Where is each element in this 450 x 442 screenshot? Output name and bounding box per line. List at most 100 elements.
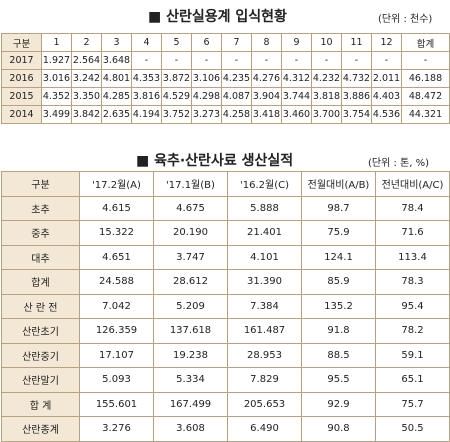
table-cell: 4.801 (101, 69, 132, 88)
column-header: 전년대비(A/C) (375, 171, 450, 197)
column-header: 12 (371, 33, 402, 52)
table-row: 2017 1.927 2.564 3.648- - - - - - - - - - (1, 51, 450, 70)
table-cell: 7.384 (227, 293, 302, 319)
column-header: 1 (41, 33, 72, 52)
table-cell: 5.334 (153, 367, 228, 393)
table-cell: 4.276 (251, 69, 282, 88)
table-cell: 3.754 (341, 105, 372, 124)
table-cell: 3.608 (153, 416, 228, 442)
table-cell: 78.4 (375, 195, 450, 221)
table-cell: - (341, 51, 372, 70)
table-row: 2015 4.352 3.350 4.285 3.816 4.529 4.298 4.087 3… (1, 87, 450, 106)
table-cell: 88.5 (301, 342, 376, 368)
table-cell: 126.359 (79, 318, 154, 344)
table-cell: 59.1 (375, 342, 450, 368)
table-cell: 19.238 (153, 342, 228, 368)
table-cell: 95.5 (301, 367, 376, 393)
table-cell: 3.273 (191, 105, 222, 124)
table-cell: 21.401 (227, 220, 302, 246)
table-cell: 4.529 (161, 87, 192, 106)
table-cell: 4.675 (153, 195, 228, 221)
row-label: 산란말기 (1, 367, 80, 393)
table-cell: 7.042 (79, 293, 154, 319)
table-cell: 155.601 (79, 391, 154, 417)
table-cell: 4.536 (371, 105, 402, 124)
table-row: 구분 '17.2월(A) '17.1월(B) '16.2월(C) 전월대비(A/B) 전년… (1, 171, 450, 197)
table-cell: 15.322 (79, 220, 154, 246)
table-cell: 3.886 (341, 87, 372, 106)
table-row: 중추 15.322 20.190 21.401 75.9 71.6 (1, 220, 450, 246)
table-cell: 3.818 (311, 87, 342, 106)
table-cell: 5.093 (79, 367, 154, 393)
table-cell: 3.816 (131, 87, 162, 106)
table-cell: - (191, 51, 222, 70)
row-label: 산란중기 (1, 342, 80, 368)
column-header: 3 (101, 33, 132, 52)
unit-note: (단위 : 톤, %) (368, 158, 429, 169)
table-cell: 3.460 (281, 105, 312, 124)
column-header: 2 (71, 33, 102, 52)
table-cell: 2.635 (101, 105, 132, 124)
table-cell: 3.106 (191, 69, 222, 88)
table-cell: 71.6 (375, 220, 450, 246)
table-cell: - (251, 51, 282, 70)
column-header: '16.2월(C) (227, 171, 302, 197)
column-header: '17.1월(B) (153, 171, 228, 197)
table-cell: 95.4 (375, 293, 450, 319)
table-cell: 91.8 (301, 318, 376, 344)
table-cell: - (401, 51, 450, 70)
table-cell: 17.107 (79, 342, 154, 368)
row-label: 초추 (1, 195, 80, 221)
table-cell: 65.1 (375, 367, 450, 393)
table-cell: 28.612 (153, 269, 228, 295)
table-cell: 137.618 (153, 318, 228, 344)
table-cell: 4.615 (79, 195, 154, 221)
table-cell: 3.744 (281, 87, 312, 106)
table: 구분 '17.2월(A) '17.1월(B) '16.2월(C) 전월대비(A/B) 전년… (1, 171, 450, 442)
table-row: 합계 24.588 28.612 31.390 85.9 78.3 (1, 269, 450, 295)
column-header: 합계 (401, 33, 450, 52)
table-cell: 4.352 (41, 87, 72, 106)
table-cell: 3.648 (101, 51, 132, 70)
column-header: 5 (161, 33, 192, 52)
table-cell: 85.9 (301, 269, 376, 295)
table-cell: 98.7 (301, 195, 376, 221)
table-cell: 3.904 (251, 87, 282, 106)
row-label: 합계 (1, 269, 80, 295)
table: 구분 1 2 3 4 5 6 7 8 9 10 11 12 합계 2017 1.927 2.564 3.648- -… (1, 33, 450, 124)
table-cell: 24.588 (79, 269, 154, 295)
row-label: 2014 (1, 105, 42, 124)
table-cell: 4.258 (221, 105, 252, 124)
table-cell: 78.3 (375, 269, 450, 295)
table-cell: 75.7 (375, 391, 450, 417)
table-row: 산란말기 5.093 5.334 7.829 95.5 65.1 (1, 367, 450, 393)
table-cell: 31.390 (227, 269, 302, 295)
table-cell: 4.353 (131, 69, 162, 88)
column-header: 6 (191, 33, 222, 52)
row-label: 산란초기 (1, 318, 80, 344)
table-row: 산란초기 126.359 137.618 161.487 91.8 78.2 (1, 318, 450, 344)
column-header: 11 (341, 33, 372, 52)
table-cell: - (131, 51, 162, 70)
table-cell: 20.190 (153, 220, 228, 246)
table-cell: 2.011 (371, 69, 402, 88)
table-cell: 48.472 (401, 87, 450, 106)
column-header: 4 (131, 33, 162, 52)
column-header: 9 (281, 33, 312, 52)
table-row: 합 계 155.601 167.499 205.653 92.9 75.7 (1, 391, 450, 417)
table-cell: 75.9 (301, 220, 376, 246)
table-cell: 5.209 (153, 293, 228, 319)
table-title: ■ 산란실용계 입식현황 (148, 9, 287, 25)
table-cell: 3.700 (311, 105, 342, 124)
table-cell: 205.653 (227, 391, 302, 417)
row-label: 구분 (1, 33, 42, 52)
table-cell: - (281, 51, 312, 70)
table-cell: 3.747 (153, 244, 228, 270)
table-cell: 7.829 (227, 367, 302, 393)
table-row: 2016 3.016 3.242 4.801 4.353 3.872 3.106 4.235 4… (1, 69, 450, 88)
table-cell: 2.564 (71, 51, 102, 70)
table-cell: 3.872 (161, 69, 192, 88)
table-cell: 161.487 (227, 318, 302, 344)
table-cell: 3.418 (251, 105, 282, 124)
table-cell: 46.188 (401, 69, 450, 88)
